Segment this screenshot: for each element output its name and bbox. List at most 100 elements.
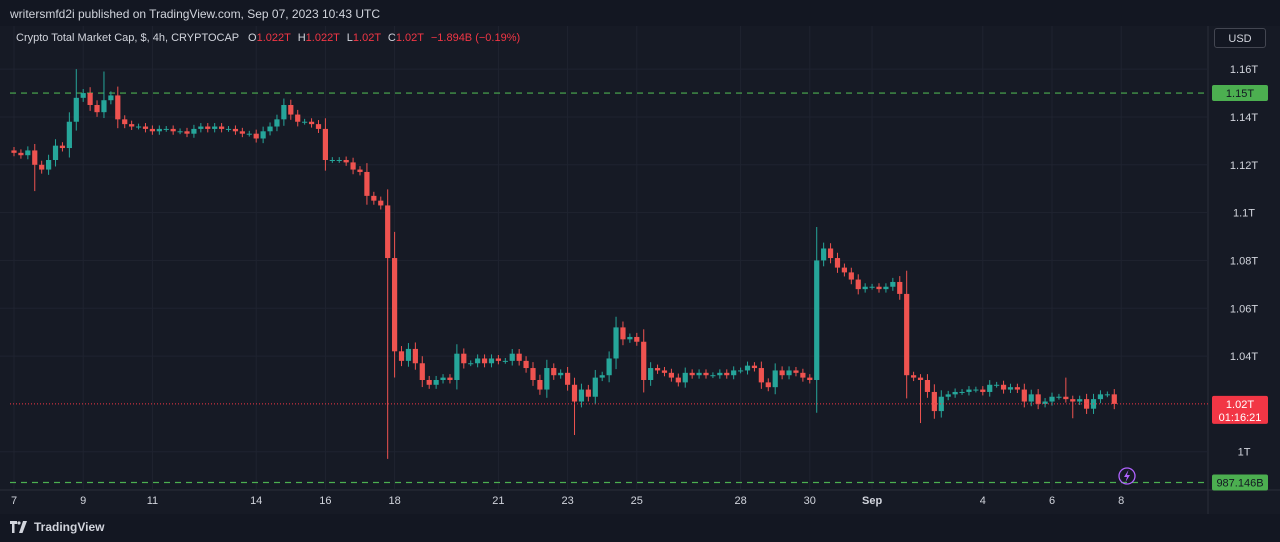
tradingview-brand: TradingView	[34, 520, 105, 534]
currency-button[interactable]: USD	[1214, 28, 1266, 48]
x-tick-label: 9	[80, 495, 86, 507]
candle-body	[654, 368, 661, 371]
x-tick-label: 6	[1049, 495, 1055, 507]
horizontal-lines[interactable]	[10, 92, 1208, 484]
candle-body	[329, 160, 335, 161]
candle-body	[191, 128, 197, 134]
tradingview-logo[interactable]: TradingView	[10, 519, 104, 535]
candle-body	[80, 93, 86, 98]
candle-body	[821, 248, 827, 261]
candle-body	[848, 272, 854, 280]
chart-area[interactable]	[0, 26, 1280, 514]
hline-price-badge	[1212, 474, 1268, 491]
candle-body	[1028, 394, 1034, 402]
candle-body	[46, 160, 52, 170]
candle-body	[302, 121, 308, 123]
candle-body	[544, 368, 550, 390]
candle-body	[710, 375, 716, 377]
candle-body	[793, 370, 799, 373]
x-tick-label: 11	[147, 495, 158, 507]
candle-body	[440, 377, 446, 380]
candle-body	[814, 260, 820, 380]
candle-body	[938, 396, 944, 412]
candle-body	[523, 360, 529, 369]
candle-body	[488, 358, 495, 364]
top-bar: writersmfd2i published on TradingView.co…	[0, 0, 1280, 26]
candle-body	[385, 205, 391, 259]
candle-body	[419, 363, 425, 380]
candle-body	[315, 124, 322, 129]
candle-body	[149, 128, 155, 132]
candle-body	[980, 389, 986, 392]
y-tick-label: 1T	[1238, 447, 1251, 459]
candle-body	[1021, 389, 1027, 402]
candle-body	[308, 121, 315, 125]
candle-body	[904, 293, 910, 376]
candle-body	[641, 341, 647, 380]
candle-body	[841, 267, 847, 273]
candle-body	[350, 162, 356, 170]
x-tick-label: 23	[561, 495, 573, 507]
candle-body	[246, 133, 252, 135]
y-tick-label: 1.1T	[1233, 208, 1255, 220]
candle-body	[779, 370, 785, 376]
candle-body	[703, 372, 709, 376]
tradingview-logo-icon	[10, 521, 27, 533]
candle-body	[1049, 396, 1055, 402]
candle-body	[627, 336, 633, 340]
open-value: 1.022T	[256, 32, 291, 44]
candle-body	[198, 126, 204, 129]
candle-body	[1007, 387, 1014, 390]
x-tick-label: 18	[388, 495, 400, 507]
candle-body	[959, 391, 965, 393]
x-tick-label: 16	[319, 495, 331, 507]
candle-body	[52, 145, 59, 160]
candle-body	[336, 160, 342, 161]
candle-body	[1084, 399, 1090, 409]
candle-body	[135, 126, 142, 128]
candle-body	[66, 121, 72, 149]
close-value: 1.02T	[395, 32, 424, 44]
candle-body	[1035, 394, 1041, 404]
candle-body	[357, 169, 363, 172]
candle-body	[364, 171, 370, 196]
candle-body	[578, 389, 585, 402]
candle-body	[225, 128, 232, 130]
candle-body	[855, 279, 861, 290]
y-tick-label: 1.08T	[1230, 255, 1258, 267]
candle-body	[786, 370, 792, 376]
candle-body	[585, 389, 591, 397]
hline-price-label: 987.146B	[1216, 477, 1263, 489]
candle-body	[73, 97, 79, 122]
candle-body	[530, 368, 536, 380]
candle-body	[454, 353, 460, 380]
candle-body	[800, 372, 806, 378]
candle-body	[772, 370, 778, 388]
candle-body	[122, 119, 128, 125]
x-tick-label: 25	[631, 495, 643, 507]
y-tick-label: 1.16T	[1230, 64, 1258, 76]
x-tick-label: Sep	[862, 495, 882, 507]
candle-body	[295, 114, 301, 122]
candle-body	[897, 281, 903, 294]
symbol-name: Crypto Total Market Cap, $, 4h, CRYPTOCA…	[16, 32, 239, 44]
hline-price-label: 1.15T	[1226, 88, 1254, 100]
candle-body	[371, 195, 377, 201]
candle-body	[101, 100, 107, 113]
candle-body	[1097, 394, 1104, 400]
candle-body	[39, 164, 45, 170]
x-tick-label: 30	[804, 495, 816, 507]
candle-body	[807, 377, 813, 380]
candle-body	[592, 377, 598, 397]
y-tick-label: 1.06T	[1230, 303, 1258, 315]
candle-body	[973, 389, 979, 391]
candle-body	[931, 391, 937, 412]
x-tick-label: 28	[734, 495, 746, 507]
candle-body	[94, 105, 100, 113]
candle-body	[156, 128, 162, 132]
candle-body	[565, 372, 571, 385]
axis-labels: 1.16T 1.14T 1.12T 1.1T 1.08T 1.06T 1.04T 1T 7 9 11…	[11, 64, 1258, 507]
candle-body	[751, 365, 758, 369]
candle-body	[274, 119, 280, 127]
